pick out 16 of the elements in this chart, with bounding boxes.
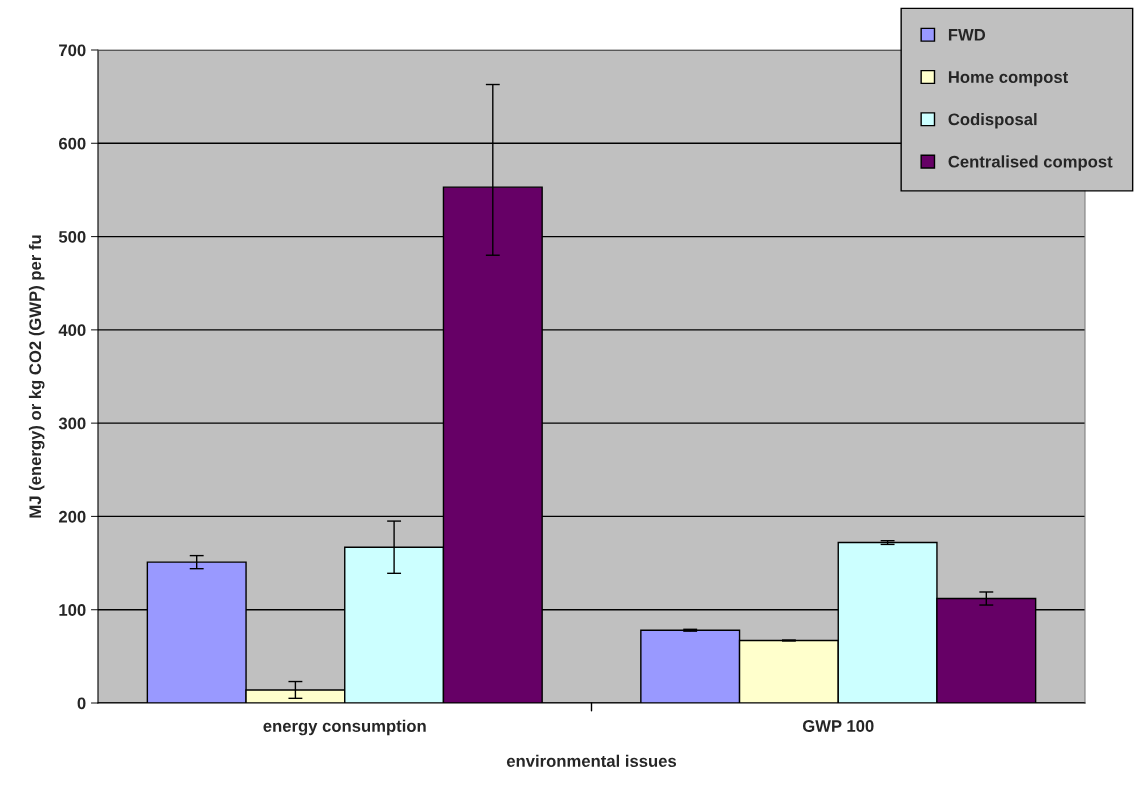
y-axis-title: MJ (energy) or kg CO2 (GWP) per fu <box>28 235 45 518</box>
y-tick-label: 300 <box>58 417 86 430</box>
y-tick-label: 0 <box>77 697 86 710</box>
y-tick-label: 700 <box>59 44 86 57</box>
y-tick-label: 500 <box>58 230 86 243</box>
y-tick-label: 200 <box>58 510 86 523</box>
legend-label: Centralised compost <box>948 155 1113 171</box>
x-tick-label: energy consumption <box>263 719 426 736</box>
x-tick-label: GWP 100 <box>802 720 874 732</box>
legend-label: Codisposal <box>948 113 1037 129</box>
y-tick-label: 100 <box>59 604 86 616</box>
legend-label: Home compost <box>948 71 1069 87</box>
y-tick-label: 400 <box>58 324 86 337</box>
y-tick-label: 600 <box>59 137 86 150</box>
x-axis-title: environmental issues <box>506 754 677 767</box>
legend-label: FWD <box>948 29 986 41</box>
